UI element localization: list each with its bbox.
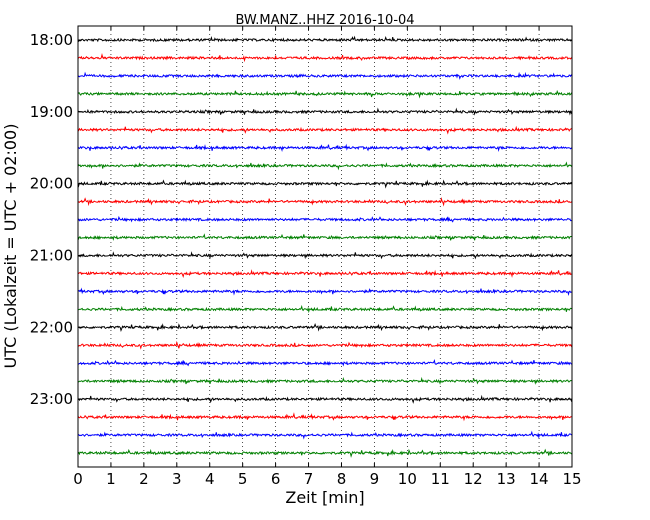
x-tick-label: 4 [205,470,215,488]
x-tick-label: 10 [398,470,417,488]
y-axis-label: UTC (Lokalzeit = UTC + 02:00) [1,124,20,369]
seismic-trace [77,71,573,80]
seismic-trace [77,143,573,153]
y-tick-label: 21:00 [30,246,73,264]
seismic-trace [77,340,573,350]
x-tick-label: 1 [106,470,116,488]
seismic-trace [77,412,573,422]
vertical-grid-lines [110,26,540,467]
seismic-traces [77,35,573,458]
x-tick-label: 11 [431,470,450,488]
seismic-trace [77,89,573,99]
seismic-trace [77,233,573,241]
seismic-trace [77,359,572,367]
x-tick-label: 9 [370,470,380,488]
x-tick-label: 3 [172,470,182,488]
x-tick-label: 2 [139,470,149,488]
seismic-trace [77,251,573,260]
x-tick-label: 6 [271,470,281,488]
x-tick-label: 15 [562,470,581,488]
seismic-trace [77,394,573,404]
x-tick-label: 5 [238,470,248,488]
seismic-trace [77,52,573,63]
x-tick-label: 0 [73,470,83,488]
seismic-trace [77,269,573,279]
x-tick-label: 8 [337,470,347,488]
seismic-trace [77,448,573,458]
seismic-trace [77,376,572,385]
seismic-trace [77,107,573,116]
seismic-trace [77,322,573,333]
x-tick-label: 7 [304,470,314,488]
x-axis-ticks: 0 1 2 3 4 5 6 7 8 9 10 11 12 13 14 15 [73,26,582,488]
plot-frame [77,25,573,468]
seismic-trace [77,430,573,440]
y-tick-label: 23:00 [30,390,73,408]
y-tick-label: 19:00 [30,103,73,121]
x-tick-label: 12 [464,470,483,488]
x-tick-label: 13 [497,470,516,488]
seismic-trace [77,304,573,314]
x-axis-label: Zeit [min] [285,488,364,507]
seismic-trace [77,125,573,135]
y-tick-label: 20:00 [30,175,73,193]
y-tick-label: 18:00 [30,31,73,49]
chart-title: BW.MANZ..HHZ 2016-10-04 [235,13,414,28]
seismic-trace [77,35,573,43]
y-tick-label: 22:00 [30,318,73,336]
y-axis-ticks: 18:00 19:00 20:00 21:00 22:00 23:00 [30,31,572,408]
seismic-trace [77,179,573,189]
seismic-trace [77,215,572,223]
seismic-trace [77,196,573,207]
x-tick-label: 14 [530,470,549,488]
seismic-trace [77,161,573,171]
seismic-trace [77,287,573,297]
